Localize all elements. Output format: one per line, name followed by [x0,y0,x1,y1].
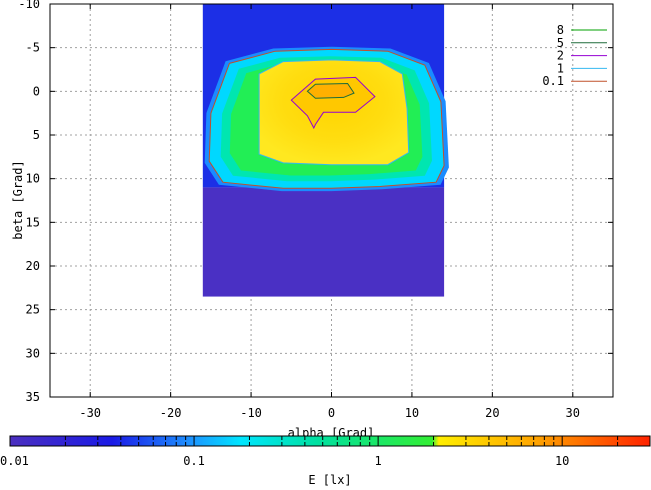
y-tick-label: 35 [26,390,40,404]
legend-label: 0.1 [542,74,564,88]
contour-line-5 [306,82,355,99]
x-tick-label: -30 [79,406,101,420]
contour-line-1 [258,59,410,166]
heat-band-orange [307,83,354,99]
legend-label: 2 [557,49,564,63]
y-tick-label: 5 [33,128,40,142]
colorbar-label: E [lx] [308,473,351,486]
x-axis-ticks: -30 -20 -10 0 10 20 30 [79,4,580,420]
y-tick-label: -10 [18,0,40,11]
x-tick-label: -10 [240,406,262,420]
legend-label: 8 [557,23,564,37]
x-tick-label: -20 [160,406,182,420]
y-tick-label: 20 [26,259,40,273]
y-tick-label: 25 [26,303,40,317]
contour-line-0_1 [208,48,445,189]
y-axis-label: beta [Grad] [11,160,25,239]
y-tick-label: 10 [26,172,40,186]
contour-lines [208,48,445,189]
heatmap-field [202,4,449,297]
y-tick-label: 0 [33,84,40,98]
x-tick-label: 30 [566,406,580,420]
colorbar-tick-label: 0.1 [183,454,205,468]
x-tick-label: 10 [405,406,419,420]
colorbar-tick-label: 10 [555,454,569,468]
x-tick-label: 20 [485,406,499,420]
x-tick-label: 0 [328,406,335,420]
colorbar-ticks: 0.01 0.1 1 10 [0,436,651,468]
y-tick-label: 30 [26,346,40,360]
colorbar: 0.01 0.1 1 10 E [lx] [0,435,651,487]
y-tick-label: 15 [26,215,40,229]
contour-line-2 [290,76,376,130]
legend-label: 1 [557,61,564,75]
heat-region-lowest [202,187,445,297]
colorbar-tick-label: 1 [375,454,382,468]
y-tick-label: -5 [26,41,40,55]
legend-label: 5 [557,36,564,50]
colorbar-tick-label: 0.01 [0,454,29,468]
